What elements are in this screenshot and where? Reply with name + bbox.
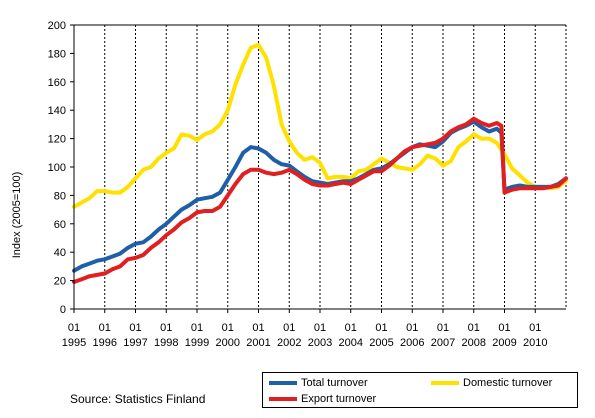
x-tick-month-label: 01 <box>252 322 264 334</box>
y-axis-title: Index (2005=100) <box>11 172 23 259</box>
legend: Total turnover Domestic turnover Export … <box>262 372 578 408</box>
x-tick-month-label: 01 <box>468 322 480 334</box>
y-tick-label: 120 <box>48 134 66 146</box>
axes: 0119950119960119970119980119990120000120… <box>48 20 566 349</box>
x-tick-year-label: 1999 <box>185 337 209 349</box>
x-tick-year-label: 1996 <box>93 337 117 349</box>
y-tick-label: 200 <box>48 20 66 32</box>
x-tick-month-label: 01 <box>283 322 295 334</box>
y-tick-label: 0 <box>60 304 66 316</box>
y-tick-label: 160 <box>48 77 66 89</box>
x-tick-year-label: 1995 <box>62 337 86 349</box>
x-tick-month-label: 01 <box>68 322 80 334</box>
x-tick-year-label: 2003 <box>308 337 332 349</box>
y-tick-label: 180 <box>48 48 66 60</box>
y-tick-label: 100 <box>48 162 66 174</box>
legend-label-domestic: Domestic turnover <box>463 377 553 389</box>
x-tick-year-label: 2000 <box>216 337 240 349</box>
x-tick-year-label: 1997 <box>123 337 147 349</box>
x-tick-month-label: 01 <box>222 322 234 334</box>
x-tick-month-label: 01 <box>375 322 387 334</box>
legend-label-total: Total turnover <box>301 377 368 389</box>
x-tick-year-label: 2008 <box>462 337 486 349</box>
x-tick-month-label: 01 <box>160 322 172 334</box>
legend-swatch-export <box>269 397 297 401</box>
x-tick-year-label: 2006 <box>400 337 424 349</box>
legend-swatch-total <box>269 381 297 385</box>
x-tick-month-label: 01 <box>314 322 326 334</box>
x-tick-year-label: 2005 <box>369 337 393 349</box>
x-tick-year-label: 2010 <box>523 337 547 349</box>
legend-item-total: Total turnover <box>269 377 368 389</box>
legend-swatch-domestic <box>431 381 459 385</box>
x-tick-month-label: 01 <box>498 322 510 334</box>
x-tick-year-label: 2002 <box>277 337 301 349</box>
x-tick-month-label: 01 <box>191 322 203 334</box>
x-tick-month-label: 01 <box>437 322 449 334</box>
x-tick-year-label: 2004 <box>339 337 363 349</box>
x-tick-year-label: 2009 <box>492 337 516 349</box>
x-tick-month-label: 01 <box>99 322 111 334</box>
series-line-total-turnover <box>72 119 568 273</box>
legend-item-export: Export turnover <box>269 393 376 405</box>
y-tick-label: 140 <box>48 105 66 117</box>
x-tick-month-label: 01 <box>529 322 541 334</box>
x-tick-year-label: 1998 <box>154 337 178 349</box>
series-lines <box>72 42 568 284</box>
y-tick-label: 80 <box>54 190 66 202</box>
x-tick-month-label: 01 <box>129 322 141 334</box>
legend-label-export: Export turnover <box>301 393 377 405</box>
legend-item-domestic: Domestic turnover <box>431 377 552 389</box>
series-line-export-turnover <box>72 116 568 284</box>
x-tick-year-label: 2007 <box>431 337 455 349</box>
y-tick-label: 20 <box>54 276 66 288</box>
source-note: Source: Statistics Finland <box>70 392 206 406</box>
x-tick-month-label: 01 <box>406 322 418 334</box>
series-line-domestic-turnover <box>72 42 568 209</box>
x-tick-month-label: 01 <box>345 322 357 334</box>
y-tick-label: 60 <box>54 219 66 231</box>
y-tick-label: 40 <box>54 247 66 259</box>
x-tick-year-label: 2001 <box>246 337 270 349</box>
